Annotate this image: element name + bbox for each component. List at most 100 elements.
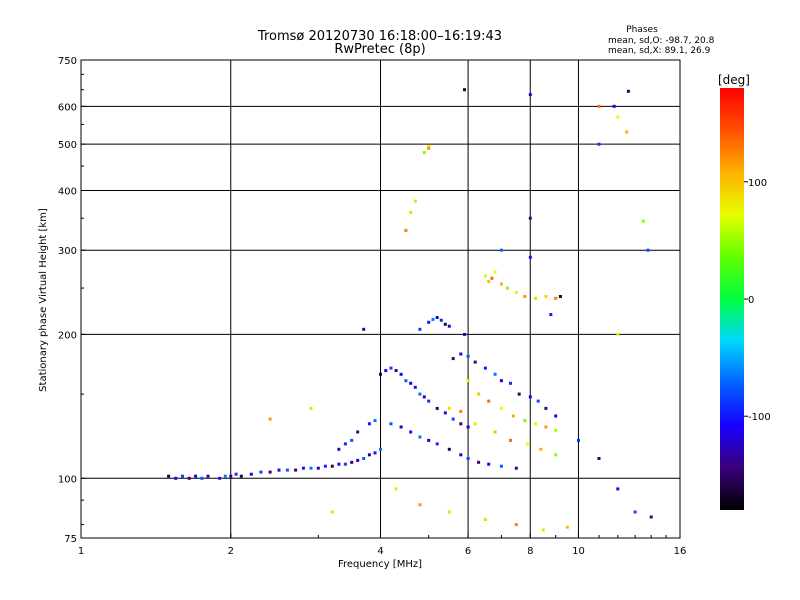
echo-point	[577, 438, 580, 442]
echo-point	[443, 411, 447, 415]
echo-point	[499, 282, 503, 286]
echo-point	[200, 476, 204, 480]
echo-point	[367, 453, 371, 457]
x-tick-label: 6	[465, 546, 471, 557]
echo-point	[509, 381, 512, 385]
echo-point	[511, 414, 515, 418]
echo-point	[517, 392, 521, 396]
echo-point	[362, 327, 366, 331]
echo-point	[616, 332, 620, 336]
echo-point	[427, 144, 431, 148]
echo-point	[459, 453, 463, 457]
echo-point	[447, 510, 451, 514]
echo-point	[427, 146, 431, 150]
echo-point	[413, 385, 417, 389]
echo-point	[506, 286, 509, 290]
echo-point	[249, 472, 253, 476]
colorbar-ticks: 100 0 -100	[744, 178, 771, 423]
echo-point	[490, 276, 494, 280]
echo-point	[499, 379, 503, 383]
echo-point	[435, 406, 439, 410]
echo-point	[343, 442, 347, 446]
echo-point	[367, 422, 371, 426]
echo-points	[167, 88, 653, 532]
y-tick-label: 200	[58, 330, 77, 341]
echo-point	[409, 430, 413, 434]
colorbar-label: [deg]	[718, 73, 750, 87]
phase-colorbar	[720, 88, 744, 510]
echo-point	[218, 476, 222, 480]
echo-point	[539, 447, 543, 451]
echo-point	[493, 270, 497, 274]
echo-point	[174, 476, 178, 480]
echo-point	[309, 466, 313, 470]
echo-point	[379, 372, 382, 376]
echo-point	[528, 255, 532, 259]
echo-point	[413, 199, 417, 203]
echo-point	[528, 395, 532, 399]
echo-point	[373, 419, 377, 423]
colorbar-tick-label: 100	[748, 178, 767, 189]
echo-point	[316, 466, 320, 470]
echo-point	[301, 466, 305, 470]
echo-point	[646, 248, 650, 252]
echo-point	[451, 357, 455, 361]
echo-point	[554, 296, 558, 300]
echo-point	[633, 510, 637, 514]
echo-point	[544, 406, 548, 410]
echo-point	[350, 460, 354, 464]
echo-point	[409, 210, 413, 214]
echo-point	[337, 462, 341, 466]
axes: 1 2 4 6 8 10 16 75 100 200 300 400 500 600 750	[58, 56, 686, 557]
echo-point	[473, 360, 477, 364]
echo-point	[418, 392, 422, 396]
echo-point	[323, 464, 327, 468]
echo-point	[206, 474, 210, 478]
x-axis-label: Frequency [MHz]	[338, 559, 422, 570]
echo-point	[463, 88, 466, 92]
stats-o-line: mean, sd,O: -98.7, 20.8	[608, 36, 715, 46]
echo-point	[473, 422, 477, 426]
echo-point	[509, 438, 512, 442]
echo-point	[597, 142, 601, 146]
echo-point	[356, 458, 360, 462]
echo-point	[362, 457, 366, 460]
echo-point	[451, 417, 455, 421]
echo-point	[418, 327, 422, 331]
echo-point	[389, 422, 393, 426]
echo-point	[229, 474, 233, 478]
echo-point	[616, 487, 620, 491]
echo-point	[597, 457, 601, 460]
x-tick-label: 16	[674, 546, 687, 557]
echo-point	[541, 528, 545, 532]
echo-point	[404, 228, 408, 232]
echo-point	[554, 428, 558, 432]
echo-point	[422, 395, 426, 399]
echo-point	[528, 93, 532, 97]
echo-point	[239, 474, 243, 478]
y-tick-label: 300	[58, 246, 77, 257]
echo-point	[330, 464, 334, 468]
echo-point	[399, 425, 403, 429]
echo-point	[431, 317, 435, 321]
echo-point	[384, 369, 388, 373]
echo-point	[350, 438, 354, 442]
echo-point	[285, 468, 289, 472]
y-axis-label: Stationary phase Virtual Height [km]	[38, 208, 49, 392]
echo-point	[337, 447, 341, 451]
echo-point	[514, 523, 518, 527]
echo-point	[181, 474, 184, 478]
echo-point	[379, 447, 382, 451]
echo-point	[626, 89, 630, 93]
echo-point	[187, 476, 191, 480]
echo-point	[487, 399, 491, 403]
echo-point	[234, 472, 238, 476]
echo-point	[167, 474, 171, 478]
echo-point	[526, 442, 529, 446]
y-tick-label: 750	[58, 56, 77, 67]
echo-point	[343, 462, 347, 466]
echo-point	[435, 442, 439, 446]
echo-point	[277, 468, 281, 472]
y-tick-label: 400	[58, 186, 77, 197]
echo-point	[499, 248, 503, 252]
